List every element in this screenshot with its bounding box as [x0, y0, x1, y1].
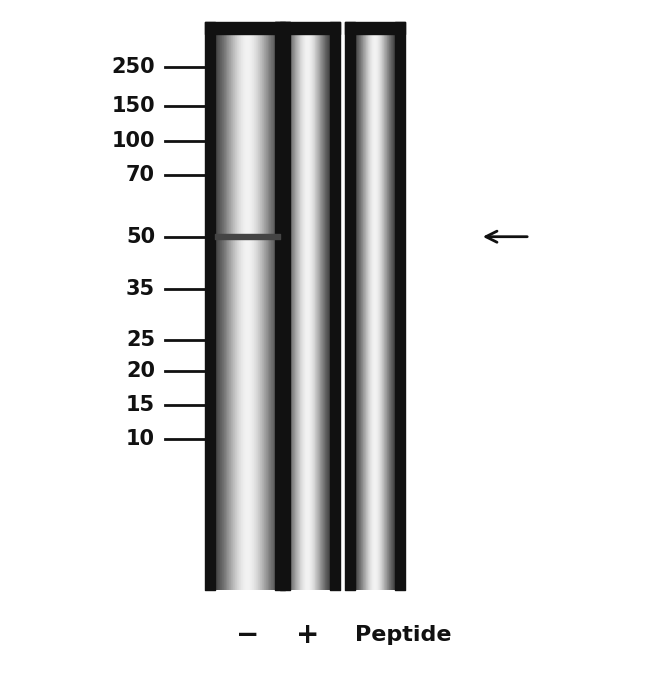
- Text: 50: 50: [126, 226, 155, 247]
- Text: 100: 100: [112, 131, 155, 151]
- Text: 20: 20: [126, 361, 155, 381]
- Text: Peptide: Peptide: [355, 625, 452, 645]
- Text: −: −: [237, 621, 259, 649]
- Text: 250: 250: [111, 57, 155, 78]
- Text: 70: 70: [126, 166, 155, 185]
- Text: 15: 15: [126, 395, 155, 415]
- Text: 25: 25: [126, 330, 155, 350]
- Text: 150: 150: [111, 96, 155, 116]
- Text: 10: 10: [126, 429, 155, 450]
- Text: 35: 35: [126, 279, 155, 299]
- Text: +: +: [296, 621, 320, 649]
